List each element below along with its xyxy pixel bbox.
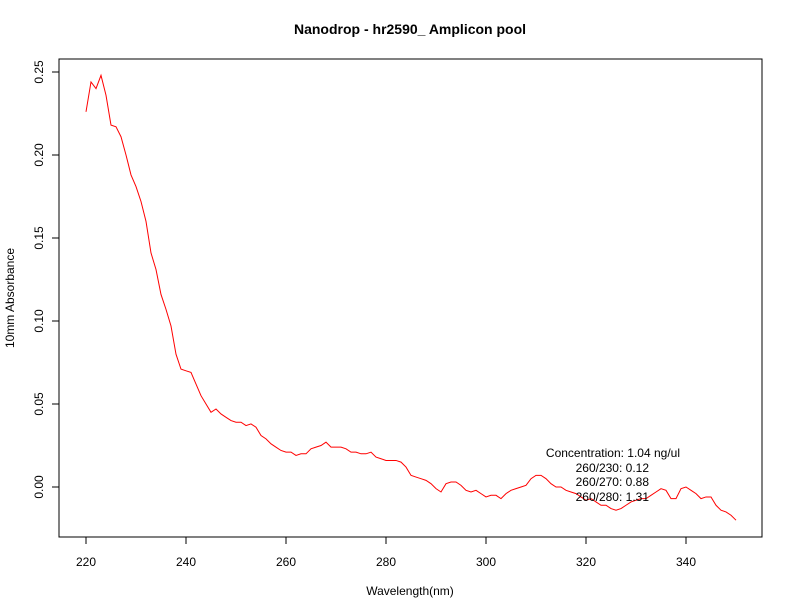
y-tick-label: 0.05 xyxy=(32,392,46,416)
stats-annotation: Concentration: 1.04 ng/ul 260/230: 0.12 … xyxy=(546,446,680,504)
concentration-annotation: Concentration: 1.04 ng/ul xyxy=(546,446,680,460)
y-tick-label: 0.25 xyxy=(32,60,46,84)
x-tick-label: 280 xyxy=(376,555,396,569)
y-tick-label: 0.20 xyxy=(32,143,46,167)
y-axis-label: 10mm Absorbance xyxy=(3,248,17,348)
ratio-260-230-annotation: 260/230: 0.12 xyxy=(576,461,650,475)
y-axis: 0.00 0.05 0.10 0.15 0.20 0.25 xyxy=(32,60,60,499)
x-tick-label: 300 xyxy=(476,555,496,569)
x-axis-label: Wavelength(nm) xyxy=(366,584,454,598)
y-tick-label: 0.10 xyxy=(32,309,46,333)
x-tick-label: 340 xyxy=(676,555,696,569)
ratio-260-280-annotation: 260/280: 1.31 xyxy=(576,490,650,504)
x-tick-label: 220 xyxy=(76,555,96,569)
absorbance-series-line xyxy=(85,73,737,521)
x-tick-label: 240 xyxy=(176,555,196,569)
y-tick-label: 0.15 xyxy=(32,226,46,250)
y-tick-label: 0.00 xyxy=(32,475,46,499)
x-tick-label: 260 xyxy=(276,555,296,569)
x-axis: 220 240 260 280 300 320 340 xyxy=(76,536,696,569)
ratio-260-270-annotation: 260/270: 0.88 xyxy=(576,475,650,489)
chart-title: Nanodrop - hr2590_ Amplicon pool xyxy=(294,21,526,37)
plot-frame xyxy=(58,58,763,538)
x-tick-label: 320 xyxy=(576,555,596,569)
